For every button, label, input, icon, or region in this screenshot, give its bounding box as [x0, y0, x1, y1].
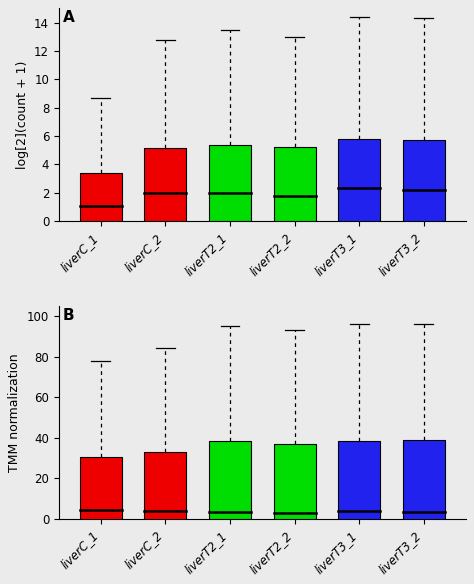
Text: B: B — [63, 308, 74, 323]
Bar — [80, 457, 122, 519]
Bar — [209, 145, 251, 221]
Bar — [145, 148, 186, 221]
Bar — [273, 444, 316, 519]
Bar — [338, 441, 380, 519]
Bar — [80, 173, 122, 221]
Bar — [273, 147, 316, 221]
Bar — [209, 441, 251, 519]
Text: A: A — [63, 11, 75, 26]
Bar — [338, 139, 380, 221]
Bar — [403, 440, 445, 519]
Bar — [145, 452, 186, 519]
Bar — [403, 140, 445, 221]
Y-axis label: log[2](count + 1): log[2](count + 1) — [16, 61, 28, 169]
Y-axis label: TMM normalization: TMM normalization — [9, 353, 21, 472]
